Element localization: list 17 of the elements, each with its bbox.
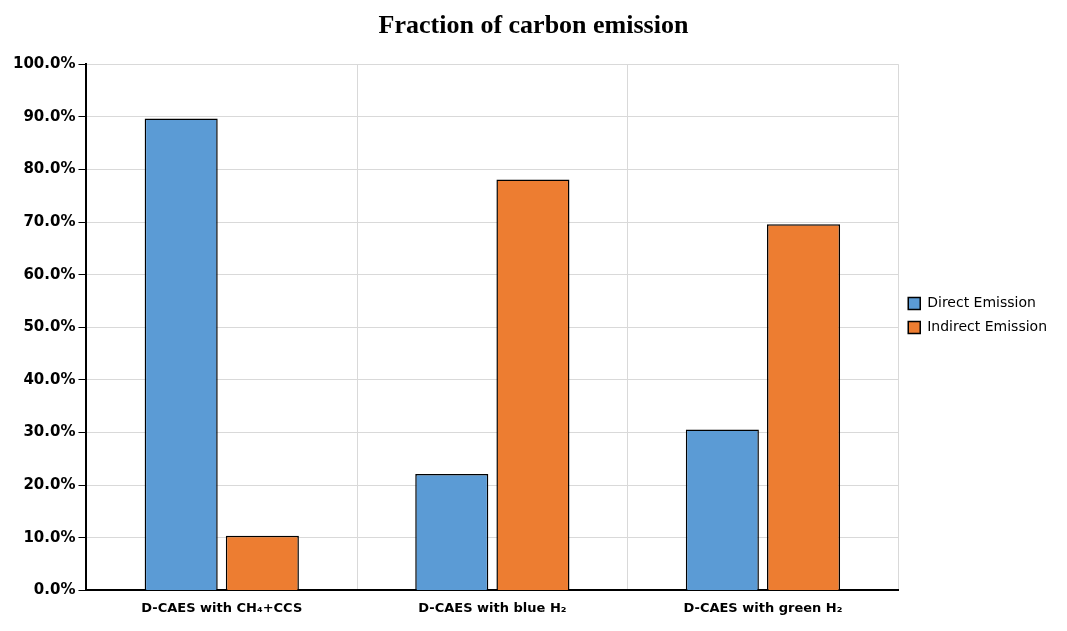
y-tick-label: 20.0%: [23, 475, 76, 494]
y-tick-label: 100.0%: [12, 54, 76, 73]
y-tick-label: 0.0%: [33, 580, 76, 599]
legend-label: Direct Emission: [927, 294, 1036, 311]
y-tick-label: 70.0%: [23, 211, 76, 230]
x-tick-label: D-CAES with CH₄+CCS: [141, 599, 303, 615]
y-tick-label: 60.0%: [23, 264, 76, 283]
y-tick-label: 40.0%: [23, 369, 76, 388]
y-tick-label: 80.0%: [23, 159, 76, 178]
legend-label: Indirect Emission: [927, 318, 1047, 335]
y-tick-label: 50.0%: [23, 317, 76, 336]
x-tick-label: D-CAES with blue H₂: [418, 599, 567, 615]
y-tick-label: 30.0%: [23, 422, 76, 441]
x-tick-label: D-CAES with green H₂: [683, 599, 843, 615]
y-tick-label: 10.0%: [23, 527, 76, 546]
y-tick-label: 90.0%: [23, 106, 76, 125]
chart-title: Fraction of carbon emission: [378, 10, 689, 40]
